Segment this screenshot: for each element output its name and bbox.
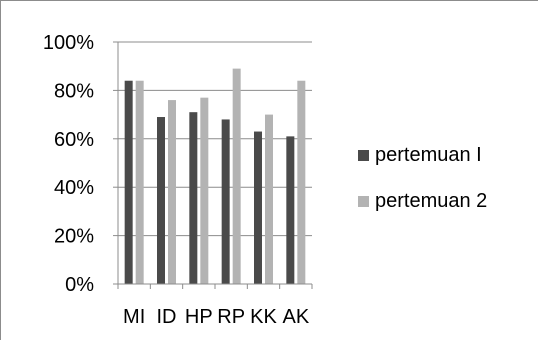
legend-label: pertemuan I	[375, 144, 482, 166]
x-tick-labels: MI ID HP RP KK AK	[123, 306, 310, 328]
bar-kk-series-2	[265, 114, 273, 284]
gridlines	[118, 41, 312, 285]
bar-hp-series-1	[189, 112, 198, 285]
x-tick-label: RP	[217, 306, 245, 328]
legend-label: pertemuan 2	[375, 190, 487, 212]
legend: pertemuan I pertemuan 2	[358, 144, 487, 212]
x-tick-label: AK	[282, 306, 309, 328]
bar-mi-series-1	[124, 80, 133, 284]
legend-swatch	[358, 150, 369, 161]
x-tick-label: MI	[123, 306, 145, 328]
bar-hp-series-2	[200, 97, 209, 284]
bar-ak-series-1	[286, 136, 295, 284]
bar-kk-series-1	[254, 131, 262, 284]
bars	[124, 68, 306, 285]
bar-ak-series-2	[297, 80, 306, 284]
bar-id-series-1	[157, 117, 165, 285]
axes	[113, 41, 313, 289]
bar-rp-series-1	[221, 119, 230, 284]
y-tick-label: 0%	[65, 274, 94, 296]
x-tick-label: KK	[250, 306, 277, 328]
y-tick-labels: 0% 20% 40% 60% 80% 100%	[43, 32, 94, 296]
x-tick-label: ID	[157, 306, 177, 328]
y-tick-label: 40%	[54, 177, 94, 199]
bar-rp-series-2	[232, 68, 241, 285]
bar-id-series-2	[168, 100, 176, 284]
y-tick-label: 60%	[54, 129, 94, 151]
y-tick-label: 20%	[54, 226, 94, 248]
bar-mi-series-2	[135, 80, 144, 284]
y-tick-label: 100%	[43, 32, 94, 54]
legend-swatch	[358, 196, 369, 207]
x-tick-label: HP	[185, 306, 213, 328]
y-tick-label: 80%	[54, 80, 94, 102]
